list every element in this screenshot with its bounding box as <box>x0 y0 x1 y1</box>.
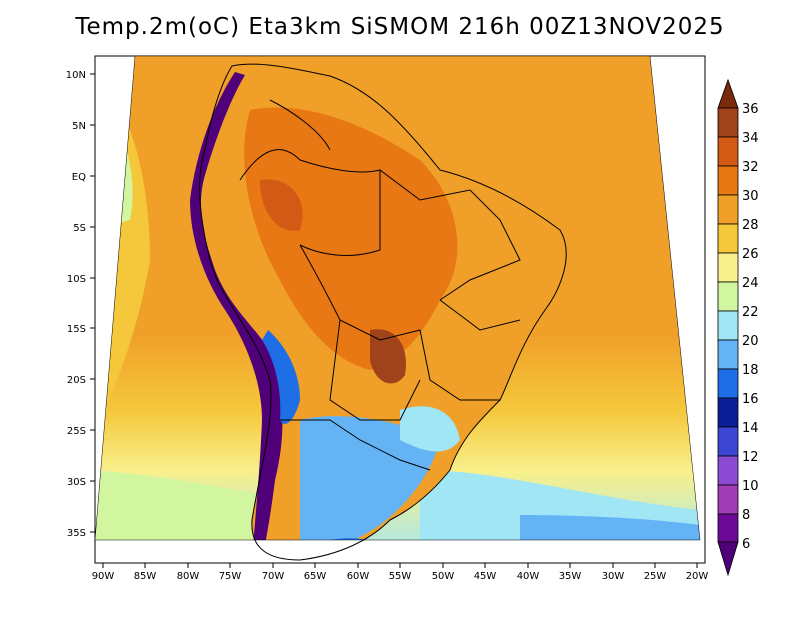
colorbar: 36 34 32 30 28 26 24 22 20 18 16 14 12 1… <box>717 78 759 577</box>
lat-tick-label: 35S <box>67 528 86 539</box>
colorbar-segment <box>717 513 739 543</box>
colorbar-segment <box>717 252 739 283</box>
colorbar-segment <box>717 194 739 225</box>
lon-tick-label: 55W <box>389 571 412 582</box>
colorbar-segment <box>717 339 739 370</box>
colorbar-segment <box>717 484 739 515</box>
lat-tick-label: 10N <box>66 70 86 81</box>
lon-tick-label: 40W <box>517 571 540 582</box>
lon-tick-label: 20W <box>686 571 709 582</box>
lon-tick-label: 45W <box>474 571 497 582</box>
pantanal-hot-spot <box>370 329 406 384</box>
colorbar-label: 28 <box>742 218 759 233</box>
state-borders-east <box>439 299 521 331</box>
colorbar-segment <box>717 223 739 254</box>
colorbar-label: 12 <box>742 450 759 465</box>
southern-cone-cool <box>300 416 440 540</box>
border-bolivia <box>299 244 421 341</box>
lat-tick-marks <box>90 73 95 533</box>
colorbar-label: 8 <box>742 508 750 523</box>
lat-tick-label: 20S <box>67 375 86 386</box>
lon-tick-label: 90W <box>92 571 115 582</box>
border-peru-brazil <box>299 159 381 256</box>
lon-tick-label: 80W <box>177 571 200 582</box>
andes-cold-ridge <box>190 72 283 540</box>
lon-tick-label: 85W <box>134 571 157 582</box>
colorbar-segment <box>717 397 739 428</box>
lon-tick-label: 70W <box>262 571 285 582</box>
colorbar-label: 14 <box>742 421 759 436</box>
colorbar-label: 20 <box>742 334 759 349</box>
lon-tick-label: 60W <box>347 571 370 582</box>
south-atlantic-colder <box>520 515 700 540</box>
map-title: Temp.2m(oC) Eta3km SiSMOM 216h 00Z13NOV2… <box>75 14 725 40</box>
colorbar-segment <box>717 165 739 196</box>
lon-tick-label: 35W <box>559 571 582 582</box>
lon-tick-label: 25W <box>644 571 667 582</box>
state-borders-north <box>379 169 521 301</box>
colorbar-label: 34 <box>742 131 759 146</box>
lat-tick-label: 5N <box>72 121 86 132</box>
colorbar-label: 6 <box>742 537 750 552</box>
continent-coastline <box>199 63 567 561</box>
lon-tick-marks <box>102 563 698 568</box>
colorbar-label: 30 <box>742 189 759 204</box>
temperature-field <box>95 56 700 540</box>
colorbar-labels: 36 34 32 30 28 26 24 22 20 18 16 14 12 1… <box>742 102 759 552</box>
lat-tick-label: 25S <box>67 426 86 437</box>
south-brazil-cool <box>400 406 460 452</box>
colorbar-bottom-arrow <box>717 541 739 577</box>
country-borders <box>199 63 567 561</box>
lon-tick-label: 50W <box>432 571 455 582</box>
lat-tick-labels: 10N 5N EQ 5S 10S 15S 20S 25S 30S 35S <box>66 70 86 539</box>
domain-outline <box>94 55 701 541</box>
colorbar-top-arrow <box>717 78 739 109</box>
colorbar-label: 22 <box>742 305 759 320</box>
colorbar-segment <box>717 455 739 486</box>
colorbar-label: 24 <box>742 276 759 291</box>
colorbar-segment <box>717 368 739 399</box>
colorbar-label: 26 <box>742 247 759 262</box>
lat-tick-label: 30S <box>67 477 86 488</box>
border-paraguay <box>329 319 421 421</box>
lon-tick-label: 75W <box>219 571 242 582</box>
state-borders-southeast <box>419 329 500 401</box>
border-colombia-peru <box>239 149 301 181</box>
colorbar-label: 32 <box>742 160 759 175</box>
border-colombia-venezuela <box>269 99 331 151</box>
colorbar-segment <box>717 426 739 457</box>
lon-tick-label: 30W <box>602 571 625 582</box>
colorbar-segment <box>717 107 739 138</box>
colorbar-segment <box>717 310 739 341</box>
lon-tick-label: 65W <box>304 571 327 582</box>
amazon-hot-area <box>244 107 458 370</box>
altiplano-cold <box>262 330 300 424</box>
western-amazon-hot-spot <box>260 179 303 231</box>
lon-tick-labels: 90W 85W 80W 75W 70W 65W 60W 55W 50W 45W … <box>92 571 709 582</box>
lat-tick-label: EQ <box>72 172 86 183</box>
lat-tick-label: 5S <box>73 223 86 234</box>
colorbar-label: 10 <box>742 479 759 494</box>
colorbar-segment <box>717 136 739 167</box>
colorbar-label: 36 <box>742 102 759 117</box>
border-argentina <box>280 419 431 471</box>
colorbar-label: 18 <box>742 363 759 378</box>
colorbar-segment <box>717 281 739 312</box>
lat-tick-label: 10S <box>67 274 86 285</box>
colorbar-label: 16 <box>742 392 759 407</box>
lat-tick-label: 15S <box>67 324 86 335</box>
